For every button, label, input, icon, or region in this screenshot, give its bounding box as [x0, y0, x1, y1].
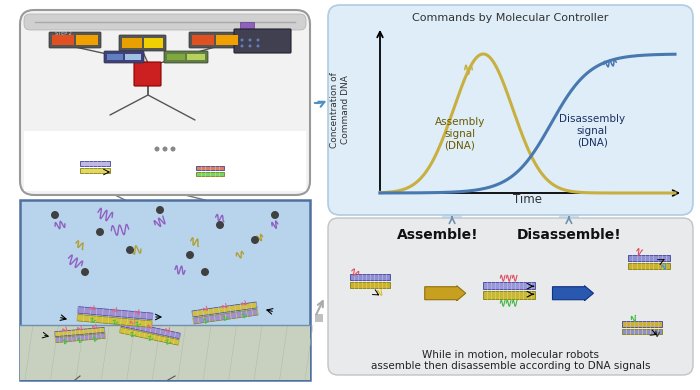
- Circle shape: [271, 211, 279, 219]
- FancyBboxPatch shape: [107, 54, 123, 60]
- Text: STEP 2: STEP 2: [55, 31, 71, 36]
- Bar: [350, 274, 390, 280]
- FancyBboxPatch shape: [164, 51, 208, 63]
- FancyBboxPatch shape: [189, 32, 241, 48]
- Circle shape: [156, 206, 164, 214]
- FancyBboxPatch shape: [240, 22, 254, 32]
- FancyBboxPatch shape: [559, 215, 579, 218]
- FancyBboxPatch shape: [216, 35, 238, 45]
- Circle shape: [256, 39, 260, 41]
- Circle shape: [241, 44, 244, 48]
- FancyArrow shape: [425, 286, 466, 301]
- FancyBboxPatch shape: [234, 29, 291, 53]
- FancyBboxPatch shape: [119, 35, 166, 51]
- FancyBboxPatch shape: [134, 62, 161, 86]
- FancyBboxPatch shape: [187, 54, 205, 60]
- Bar: [24, 131, 306, 191]
- Bar: [622, 329, 662, 334]
- Circle shape: [162, 147, 167, 151]
- Text: assemble then disassemble according to DNA signals: assemble then disassemble according to D…: [371, 361, 650, 371]
- FancyBboxPatch shape: [76, 35, 98, 45]
- Bar: [628, 255, 670, 261]
- Bar: [80, 161, 110, 166]
- Text: Disassembly
signal
(DNA): Disassembly signal (DNA): [559, 114, 626, 147]
- Circle shape: [155, 147, 160, 151]
- Circle shape: [186, 251, 194, 259]
- Bar: [622, 321, 662, 327]
- Bar: [20, 200, 310, 380]
- Circle shape: [256, 44, 260, 48]
- Text: While in motion, molecular robots: While in motion, molecular robots: [422, 350, 599, 360]
- Circle shape: [251, 236, 259, 244]
- Bar: [483, 291, 535, 299]
- Bar: [628, 263, 670, 269]
- Polygon shape: [192, 302, 257, 317]
- Circle shape: [96, 228, 104, 236]
- Circle shape: [81, 268, 89, 276]
- FancyBboxPatch shape: [20, 10, 310, 195]
- FancyBboxPatch shape: [442, 215, 462, 218]
- FancyBboxPatch shape: [122, 38, 141, 48]
- Bar: [80, 168, 110, 173]
- FancyBboxPatch shape: [104, 51, 144, 63]
- Polygon shape: [121, 321, 181, 339]
- Text: Assembly
signal
(DNA): Assembly signal (DNA): [435, 117, 485, 151]
- Bar: [315, 314, 323, 323]
- Polygon shape: [55, 333, 106, 343]
- FancyBboxPatch shape: [192, 35, 214, 45]
- FancyBboxPatch shape: [52, 35, 74, 45]
- Text: Time: Time: [513, 193, 542, 206]
- FancyBboxPatch shape: [144, 38, 163, 48]
- Bar: [196, 166, 224, 170]
- Polygon shape: [193, 309, 258, 324]
- Circle shape: [241, 39, 244, 41]
- FancyBboxPatch shape: [49, 32, 101, 48]
- Circle shape: [126, 246, 134, 254]
- Bar: [196, 172, 224, 176]
- Text: Disassemble!: Disassemble!: [517, 228, 622, 242]
- Bar: [483, 282, 535, 289]
- Circle shape: [171, 147, 176, 151]
- Polygon shape: [77, 314, 153, 327]
- Text: Concentration of
Command DNA: Concentration of Command DNA: [330, 72, 350, 148]
- Polygon shape: [120, 327, 179, 345]
- FancyBboxPatch shape: [167, 54, 185, 60]
- FancyBboxPatch shape: [24, 14, 306, 30]
- FancyBboxPatch shape: [125, 54, 141, 60]
- Bar: [20, 325, 310, 380]
- Circle shape: [248, 39, 251, 41]
- FancyBboxPatch shape: [328, 5, 693, 215]
- Circle shape: [51, 211, 59, 219]
- Bar: [350, 282, 390, 288]
- FancyBboxPatch shape: [328, 218, 693, 375]
- Circle shape: [201, 268, 209, 276]
- Polygon shape: [78, 307, 153, 320]
- Polygon shape: [55, 327, 105, 337]
- Text: Assemble!: Assemble!: [397, 228, 478, 242]
- Circle shape: [248, 44, 251, 48]
- FancyArrow shape: [552, 286, 594, 301]
- Text: Commands by Molecular Controller: Commands by Molecular Controller: [412, 13, 609, 23]
- Circle shape: [216, 221, 224, 229]
